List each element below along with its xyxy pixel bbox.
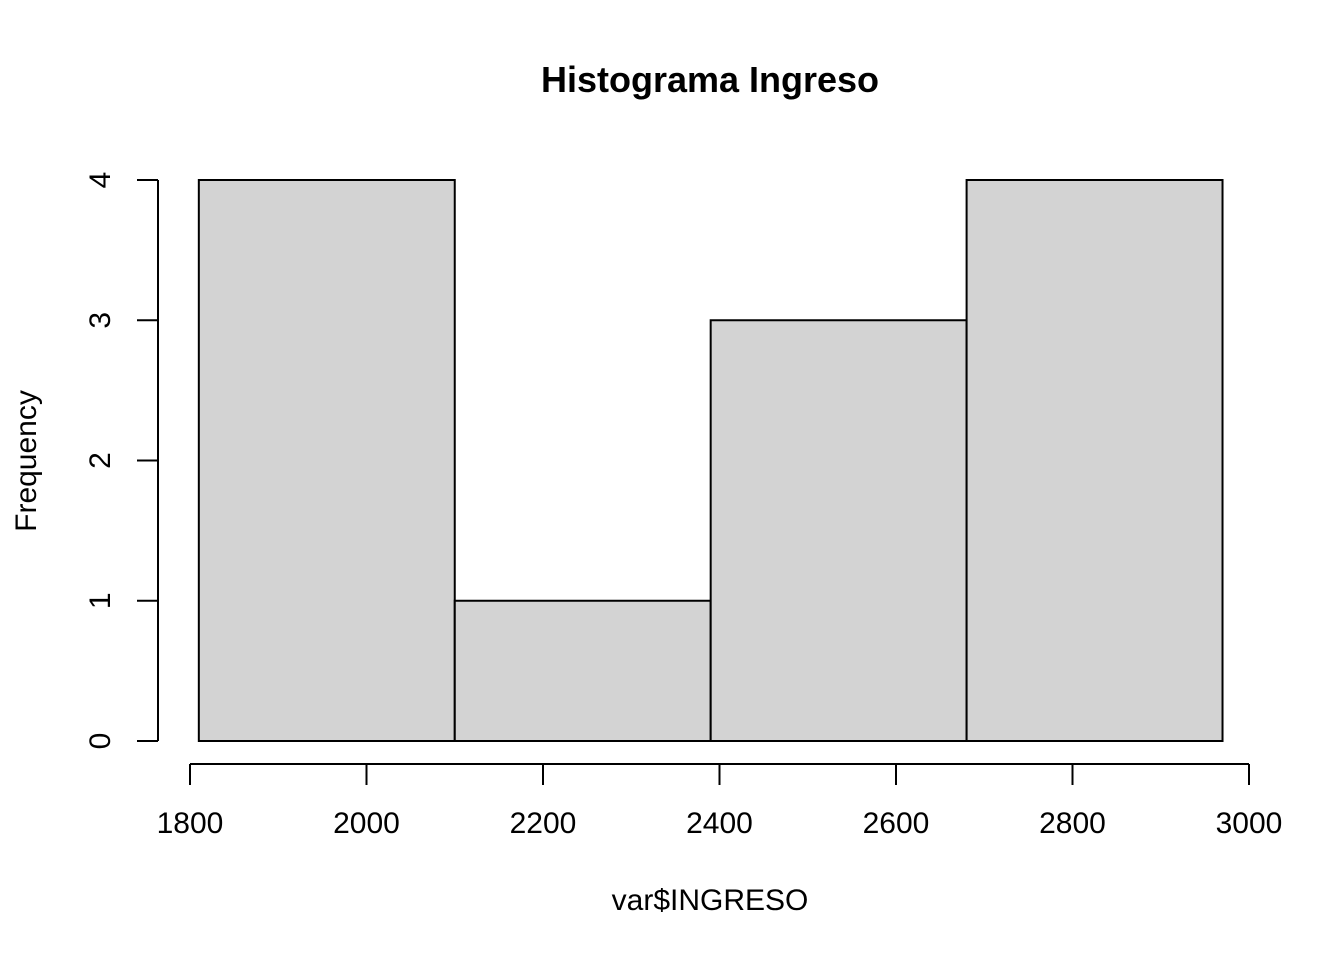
x-tick-label: 2600 [863,807,930,840]
y-tick-label: 2 [84,452,117,469]
histogram-bar [197,179,456,742]
y-tick-label: 3 [84,312,117,329]
x-tick-label: 2200 [510,807,577,840]
y-tick-label: 1 [84,592,117,609]
histogram-bar [709,319,968,742]
histogram-bar [965,179,1224,742]
x-tick-label: 3000 [1216,807,1283,840]
bars-group [197,179,1224,742]
histogram-bar [453,599,712,742]
x-axis: 1800 2000 2200 2400 2600 2800 3000 [157,763,1283,840]
x-tick-label: 1800 [157,807,224,840]
y-tick-label: 0 [84,733,117,750]
chart-title: Histograma Ingreso [541,59,879,100]
x-tick-label: 2400 [686,807,753,840]
x-tick-label: 2800 [1039,807,1106,840]
x-axis-label: var$INGRESO [612,884,809,917]
y-axis: 0 1 2 3 4 [84,172,159,750]
y-axis-label: Frequency [10,390,43,532]
y-tick-label: 4 [84,172,117,189]
x-tick-label: 2000 [333,807,400,840]
